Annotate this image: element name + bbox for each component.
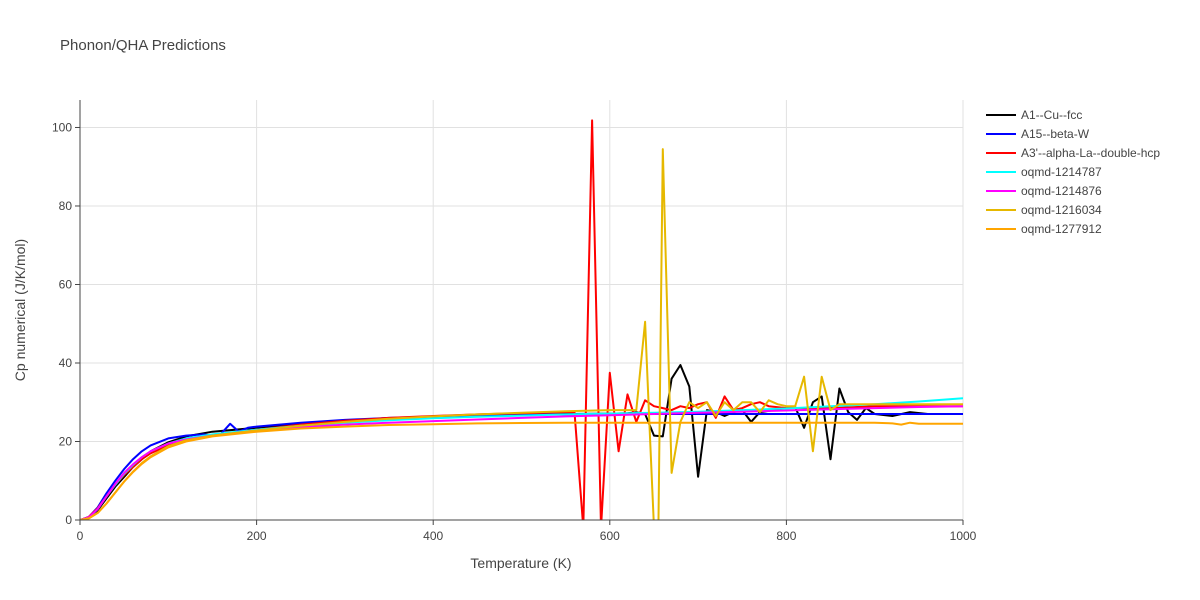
- legend-label: oqmd-1277912: [1021, 222, 1102, 236]
- x-tick-label: 400: [423, 529, 443, 543]
- grid: [80, 100, 964, 520]
- y-tick-label: 60: [59, 277, 73, 291]
- axes: [79, 100, 963, 521]
- x-tick-label: 800: [776, 529, 796, 543]
- series-line-oqmd-1277912: [80, 421, 963, 520]
- legend-label: oqmd-1216034: [1021, 203, 1102, 217]
- series-line-A3'--alpha-La--double-hcp: [80, 119, 963, 520]
- y-tick-label: 20: [59, 434, 73, 448]
- series-line-A15--beta-W: [80, 413, 963, 520]
- x-tick-label: 0: [77, 529, 84, 543]
- y-tick-label: 0: [65, 513, 72, 527]
- legend: A1--Cu--fcc A15--beta-W A3'--alpha-La--dou…: [986, 108, 1160, 236]
- series-lines: [80, 119, 963, 520]
- x-tick-label: 600: [600, 529, 620, 543]
- chart-title: Phonon/QHA Predictions: [60, 37, 226, 54]
- x-tick-label: 1000: [950, 529, 977, 543]
- y-axis-title: Cp numerical (J/K/mol): [12, 239, 28, 381]
- series-line-oqmd-1214876: [80, 405, 963, 520]
- y-tick-label: 40: [59, 356, 73, 370]
- legend-label: A3'--alpha-La--double-hcp: [1021, 146, 1160, 160]
- ticks: 0 200 400 600 800 1000 0 20 40 60 80 100: [52, 120, 977, 543]
- x-tick-label: 200: [247, 529, 267, 543]
- x-axis-title: Temperature (K): [470, 555, 571, 571]
- legend-label: oqmd-1214787: [1021, 165, 1102, 179]
- series-line-A1--Cu--fcc: [80, 364, 963, 520]
- y-tick-label: 100: [52, 120, 72, 134]
- legend-label: oqmd-1214876: [1021, 184, 1102, 198]
- legend-label: A1--Cu--fcc: [1021, 108, 1082, 122]
- legend-label: A15--beta-W: [1021, 127, 1090, 141]
- y-tick-label: 80: [59, 199, 73, 213]
